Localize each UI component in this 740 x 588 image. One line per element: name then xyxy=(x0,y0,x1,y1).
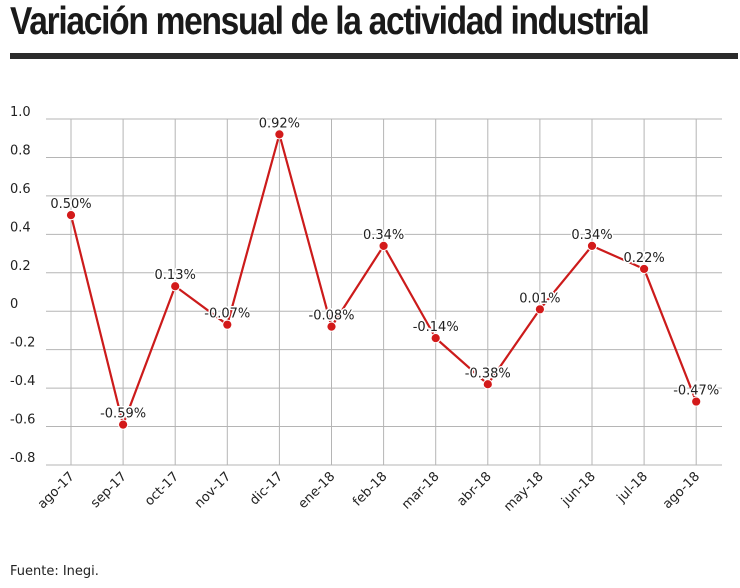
data-point xyxy=(430,333,441,344)
y-tick-label: 0.2 xyxy=(10,259,31,274)
y-tick-label: 0.6 xyxy=(10,182,31,197)
data-label: 0.01% xyxy=(519,291,560,306)
y-tick-label: 0.4 xyxy=(10,220,31,235)
data-point xyxy=(222,319,233,330)
data-label: 0.13% xyxy=(155,268,196,283)
data-point xyxy=(65,210,77,221)
data-label: 0.22% xyxy=(623,251,664,266)
x-tick-label: sep-17 xyxy=(88,469,130,511)
data-label: 0.34% xyxy=(363,228,404,243)
data-point xyxy=(482,379,493,390)
x-tick-label: ene-18 xyxy=(296,469,339,512)
x-tick-label: oct-17 xyxy=(142,469,182,509)
y-tick-label: -0.8 xyxy=(10,451,35,466)
data-label: -0.47% xyxy=(673,384,719,399)
x-tick-label: ago-18 xyxy=(660,469,703,512)
x-tick-label: abr-18 xyxy=(454,469,494,509)
source-note: Fuente: Inegi. xyxy=(10,564,99,579)
x-tick-label: may-18 xyxy=(501,469,546,514)
chart-title: Variación mensual de la actividad indust… xyxy=(10,0,650,43)
x-tick-label: ago-17 xyxy=(35,469,78,512)
y-tick-label: -0.4 xyxy=(10,374,35,389)
data-label: -0.07% xyxy=(204,307,250,322)
data-point xyxy=(586,240,598,251)
data-point xyxy=(274,129,285,140)
data-point xyxy=(534,304,546,315)
data-point xyxy=(639,263,650,275)
y-tick-label: 0.8 xyxy=(10,143,31,158)
y-tick-label: -0.2 xyxy=(10,336,35,351)
data-label: -0.14% xyxy=(413,320,459,335)
data-point xyxy=(691,396,702,407)
data-label: 0.50% xyxy=(50,197,91,212)
x-tick-label: dic-17 xyxy=(247,469,286,508)
data-label: 0.34% xyxy=(571,228,612,243)
data-label: -0.38% xyxy=(465,366,511,381)
x-tick-label: jun-18 xyxy=(558,469,599,510)
y-tick-label: 0 xyxy=(10,297,18,312)
x-tick-label: nov-17 xyxy=(192,469,234,511)
data-point xyxy=(326,321,337,332)
data-label: -0.08% xyxy=(309,309,355,324)
x-tick-label: jul-18 xyxy=(614,469,651,506)
data-label: 0.92% xyxy=(259,116,300,131)
x-tick-label: mar-18 xyxy=(399,469,442,512)
data-point xyxy=(170,281,181,292)
title-underline xyxy=(10,53,738,59)
y-tick-label: -0.6 xyxy=(10,413,35,428)
data-label: -0.59% xyxy=(100,407,146,422)
y-tick-label: 1.0 xyxy=(10,105,31,120)
data-point xyxy=(118,419,129,430)
x-tick-label: feb-18 xyxy=(350,469,390,509)
data-point xyxy=(378,240,389,251)
